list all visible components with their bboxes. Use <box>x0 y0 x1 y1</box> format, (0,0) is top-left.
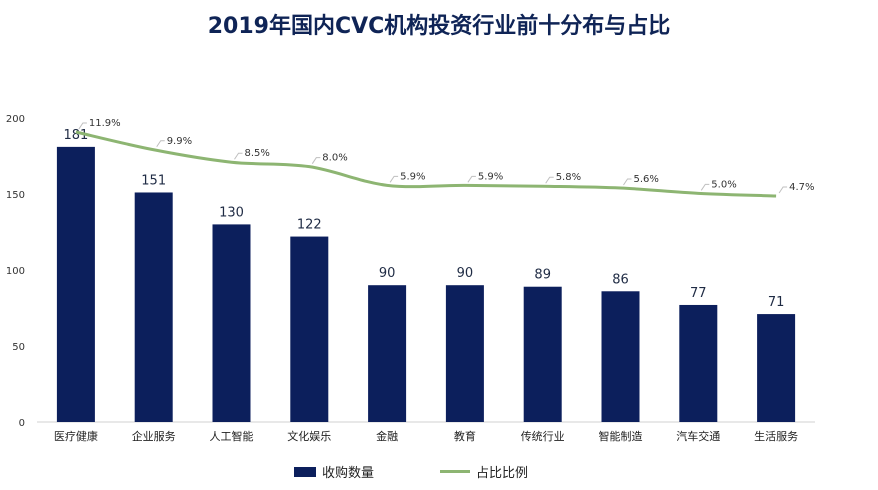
pct-label-leader <box>623 178 632 186</box>
legend-item-pct: 占比比例 <box>440 462 528 481</box>
bar-series <box>56 146 796 422</box>
pct-label: 5.9% <box>478 171 503 182</box>
bar <box>290 236 329 422</box>
pct-label: 4.7% <box>789 182 814 193</box>
bar <box>757 314 796 422</box>
bar <box>601 291 640 422</box>
category-label: 生活服务 <box>754 429 798 443</box>
bar-value-label: 181 <box>63 128 88 143</box>
y-tick-label: 100 <box>6 266 25 277</box>
pct-line <box>75 130 777 198</box>
pct-label-leader <box>156 140 165 148</box>
pct-label-leader <box>311 157 321 164</box>
category-label: 金融 <box>376 429 398 443</box>
pct-label-leader <box>467 175 476 183</box>
chart-title: 2019年国内CVC机构投资行业前十分布与占比 <box>207 14 671 39</box>
bar-value-labels: 181 151 130 122 90 90 89 86 77 71 <box>63 128 784 310</box>
pct-line-series: 11.9% 9.9% 8.5% 8.0% 5.9% 5.9% 5.8% 5.6% 5.0% 4.7… <box>75 118 815 198</box>
legend-label-pct: 占比比例 <box>476 466 529 481</box>
pct-label-leader <box>389 175 399 183</box>
category-label: 传统行业 <box>521 430 565 443</box>
y-tick-label: 200 <box>6 114 25 125</box>
category-label: 文化娱乐 <box>287 429 331 443</box>
bar <box>445 285 484 422</box>
legend-bar-swatch <box>294 466 316 477</box>
category-label: 人工智能 <box>210 429 254 443</box>
bar-value-label: 151 <box>141 173 166 188</box>
category-label: 智能制造 <box>599 429 643 443</box>
pct-label-leader <box>545 176 554 184</box>
bar <box>523 286 562 422</box>
pct-label: 5.9% <box>400 171 425 182</box>
pct-label: 8.5% <box>245 148 270 159</box>
legend-item-count: 收购数量 <box>294 462 374 481</box>
pct-label: 11.9% <box>89 118 121 129</box>
y-tick-label: 50 <box>12 342 25 353</box>
legend-label-count: 收购数量 <box>322 466 375 481</box>
bar-value-label: 86 <box>612 272 629 287</box>
bar <box>679 304 718 422</box>
bar-value-label: 122 <box>297 218 322 233</box>
y-tick-label: 0 <box>19 418 25 429</box>
pct-label: 5.6% <box>634 174 659 185</box>
legend-line-swatch <box>440 470 470 473</box>
pct-label-leader <box>78 122 87 130</box>
pct-label: 8.0% <box>322 153 347 164</box>
category-label: 教育 <box>454 429 476 443</box>
bar <box>368 285 407 422</box>
category-label: 汽车交通 <box>676 429 720 443</box>
pct-label-leader <box>700 183 710 191</box>
pct-label: 5.8% <box>556 172 581 183</box>
bar-value-label: 90 <box>379 266 396 281</box>
bar-value-label: 90 <box>457 266 474 281</box>
bar <box>134 192 173 422</box>
x-axis-labels: 医疗健康 企业服务 人工智能 文化娱乐 金融 教育 传统行业 智能制造 汽车交通 生活服务 <box>54 429 798 443</box>
bar-value-label: 71 <box>768 295 785 310</box>
bar <box>56 146 95 422</box>
bar-value-label: 130 <box>219 205 244 220</box>
category-label: 企业服务 <box>132 429 176 443</box>
pct-label: 9.9% <box>167 136 192 147</box>
pct-label-leader <box>778 186 788 194</box>
category-label: 医疗健康 <box>54 429 98 443</box>
pct-label: 5.0% <box>711 179 736 190</box>
bar <box>212 224 251 422</box>
y-tick-label: 150 <box>6 190 25 201</box>
bar-value-label: 77 <box>690 286 707 301</box>
pct-label-leader <box>234 152 243 160</box>
bar-value-label: 89 <box>534 268 551 283</box>
